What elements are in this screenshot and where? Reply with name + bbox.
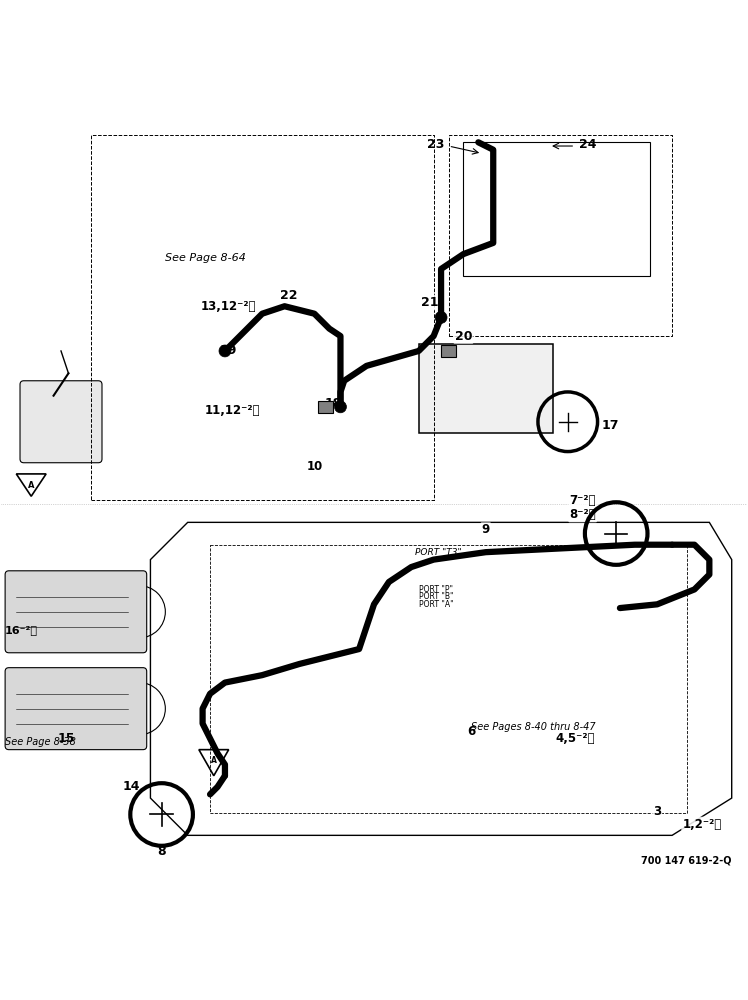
Text: PORT "T3": PORT "T3" <box>415 548 462 557</box>
Text: 700 147 619-2-Q: 700 147 619-2-Q <box>641 855 732 865</box>
Text: 19: 19 <box>220 344 237 357</box>
Circle shape <box>334 401 346 413</box>
Bar <box>318 401 333 413</box>
Text: PORT "P": PORT "P" <box>419 585 453 594</box>
Text: 24: 24 <box>579 138 596 151</box>
Text: 8: 8 <box>157 845 166 858</box>
Text: See Pages 8-40 thru 8-47: See Pages 8-40 thru 8-47 <box>471 722 595 732</box>
Circle shape <box>219 345 231 357</box>
Text: 15: 15 <box>58 732 75 745</box>
Text: A: A <box>28 481 34 490</box>
Text: 11,12⁻²⧸: 11,12⁻²⧸ <box>205 404 260 417</box>
Text: See Page 8-38: See Page 8-38 <box>5 737 76 747</box>
Text: 4,5⁻²⧸: 4,5⁻²⧸ <box>556 732 595 745</box>
Text: 1,2⁻²⧸: 1,2⁻²⧸ <box>682 818 722 831</box>
Text: 13,12⁻²⧸: 13,12⁻²⧸ <box>201 300 257 313</box>
Text: 20: 20 <box>455 330 472 343</box>
Text: 6: 6 <box>467 725 475 738</box>
Text: A: A <box>211 756 217 765</box>
Text: See Page 8-64: See Page 8-64 <box>165 253 246 263</box>
Text: 17: 17 <box>601 419 619 432</box>
Text: 23: 23 <box>427 138 445 151</box>
Text: 9: 9 <box>482 523 490 536</box>
Text: 7⁻²⧸: 7⁻²⧸ <box>569 493 596 506</box>
Bar <box>464 142 650 276</box>
FancyBboxPatch shape <box>5 668 147 750</box>
Text: PORT "A": PORT "A" <box>419 600 453 609</box>
Bar <box>441 345 456 357</box>
Text: 10: 10 <box>306 460 322 473</box>
Text: 22: 22 <box>280 289 297 302</box>
Text: PORT "B": PORT "B" <box>419 592 453 601</box>
Text: 16⁻²⧸: 16⁻²⧸ <box>5 625 38 635</box>
Text: 18: 18 <box>325 397 342 410</box>
Text: 21: 21 <box>421 296 438 309</box>
Text: 14: 14 <box>123 780 141 793</box>
FancyBboxPatch shape <box>5 571 147 653</box>
Text: 3: 3 <box>653 805 661 818</box>
Circle shape <box>435 311 447 323</box>
Text: 8⁻²⧸: 8⁻²⧸ <box>569 508 596 521</box>
Bar <box>419 344 553 433</box>
FancyBboxPatch shape <box>20 381 102 463</box>
